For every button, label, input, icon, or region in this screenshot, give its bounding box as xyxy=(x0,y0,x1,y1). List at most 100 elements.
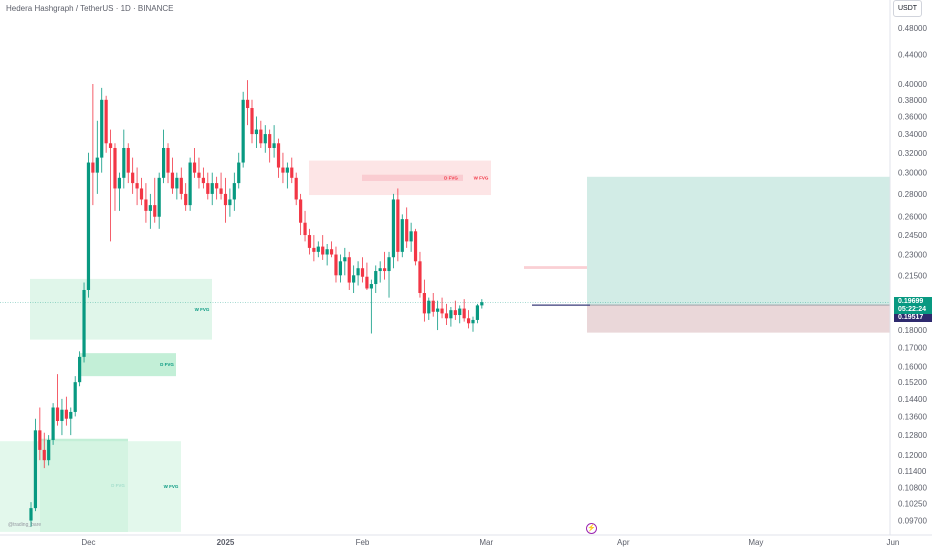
candle-body xyxy=(250,108,254,135)
candle-body xyxy=(144,199,148,211)
price-tick-label: 0.23000 xyxy=(898,251,927,260)
position-tool[interactable] xyxy=(587,176,890,333)
candle-body xyxy=(387,257,391,272)
candle-body xyxy=(122,147,126,178)
lightning-icon[interactable]: ⚡ xyxy=(586,523,597,534)
candle-body xyxy=(91,162,95,173)
price-tick-label: 0.40000 xyxy=(898,80,927,89)
candle-body xyxy=(321,246,325,255)
candle-body xyxy=(263,134,267,144)
candle-body xyxy=(55,407,60,421)
candle-body xyxy=(86,162,91,290)
price-tick-label: 0.13600 xyxy=(898,412,927,421)
time-tick-label: May xyxy=(748,538,763,547)
bar-countdown: 05:22:24 xyxy=(898,306,927,313)
candle-body xyxy=(60,409,64,421)
candle-body xyxy=(449,310,453,319)
candle-body xyxy=(444,313,449,319)
candle-body xyxy=(299,199,303,223)
candle-body xyxy=(338,261,342,276)
candle-body xyxy=(192,162,197,173)
candle-body xyxy=(396,199,400,252)
candle-body xyxy=(409,231,413,242)
fvg-zone xyxy=(0,441,181,532)
candle-body xyxy=(365,276,369,289)
candle-body xyxy=(431,300,435,312)
candle-body xyxy=(405,219,409,242)
candle-body xyxy=(413,231,418,262)
candle-body xyxy=(427,300,431,314)
candle-body xyxy=(228,199,232,206)
candle-body xyxy=(268,134,272,148)
candle-body xyxy=(462,308,466,319)
time-tick-label: 2025 xyxy=(217,538,235,547)
price-tick-label: 0.30000 xyxy=(898,169,927,178)
candle-body xyxy=(294,177,298,200)
candle-body xyxy=(378,268,382,272)
time-tick-label: Feb xyxy=(356,538,370,547)
candle-body xyxy=(184,193,188,206)
candle-body xyxy=(117,177,121,189)
candle-body xyxy=(175,177,179,189)
candle-body xyxy=(153,205,157,217)
fvg-zone xyxy=(30,278,212,340)
candle-body xyxy=(334,254,338,276)
candle-body xyxy=(148,205,152,211)
candle-body xyxy=(29,508,33,521)
candle-body xyxy=(259,129,263,144)
candle-body xyxy=(383,268,387,272)
fvg-label: D FVG xyxy=(444,175,458,180)
last-price-value: 0.19699 xyxy=(898,298,924,305)
level-price-tag: 0.19517 xyxy=(894,314,932,322)
candle-body xyxy=(418,261,422,294)
candle-body xyxy=(162,147,166,178)
candle-body xyxy=(453,310,457,316)
stop-zone xyxy=(587,305,890,333)
fvg-zone xyxy=(362,174,463,181)
candle-body xyxy=(466,318,471,324)
price-tick-label: 0.17000 xyxy=(898,344,927,353)
candle-body xyxy=(272,143,276,148)
currency-button[interactable]: USDT xyxy=(893,0,922,17)
candle-body xyxy=(232,183,236,200)
symbol-title: Hedera Hashgraph / TetherUS · 1D · BINAN… xyxy=(6,4,174,13)
price-tick-label: 0.10800 xyxy=(898,483,927,492)
time-tick-label: Jun xyxy=(886,538,899,547)
price-tick-label: 0.24500 xyxy=(898,231,927,240)
candle-body xyxy=(108,143,113,148)
candle-body xyxy=(475,305,480,320)
price-tick-label: 0.11400 xyxy=(898,467,927,476)
candle-body xyxy=(201,177,205,184)
candle-body xyxy=(440,308,444,314)
time-tick-label: Mar xyxy=(479,538,493,547)
price-axis[interactable]: 0.48000 0.44000 0.40000 0.38000 0.36000 0.340… xyxy=(889,0,927,535)
price-tick-label: 0.18000 xyxy=(898,326,927,335)
fvg-label: W FVG xyxy=(474,175,489,180)
candle-body xyxy=(104,99,108,144)
time-axis[interactable]: Dec 2025 Feb Mar Apr May Jun xyxy=(0,534,932,547)
candle-body xyxy=(33,430,38,509)
price-tick-label: 0.38000 xyxy=(898,96,927,105)
candle-body xyxy=(422,293,426,314)
target-zone xyxy=(587,176,890,306)
price-tick-label: 0.09700 xyxy=(898,517,927,526)
fvg-zone xyxy=(80,353,176,377)
candle-body xyxy=(352,275,356,283)
price-tick-label: 0.12000 xyxy=(898,451,927,460)
candle-body xyxy=(303,222,307,236)
candle-body xyxy=(237,162,241,184)
fvg-label: D FVG xyxy=(160,362,174,367)
price-tick-label: 0.15200 xyxy=(898,378,927,387)
price-tick-label: 0.10250 xyxy=(898,500,927,509)
candle-body xyxy=(73,382,77,412)
candle-body xyxy=(458,308,462,316)
candle-body xyxy=(131,172,135,184)
candle-body xyxy=(113,147,117,189)
candle-body xyxy=(179,177,183,194)
candle-body xyxy=(391,199,396,258)
fvg-zone xyxy=(524,266,619,269)
candle-body xyxy=(166,147,170,173)
candle-body xyxy=(369,284,373,289)
